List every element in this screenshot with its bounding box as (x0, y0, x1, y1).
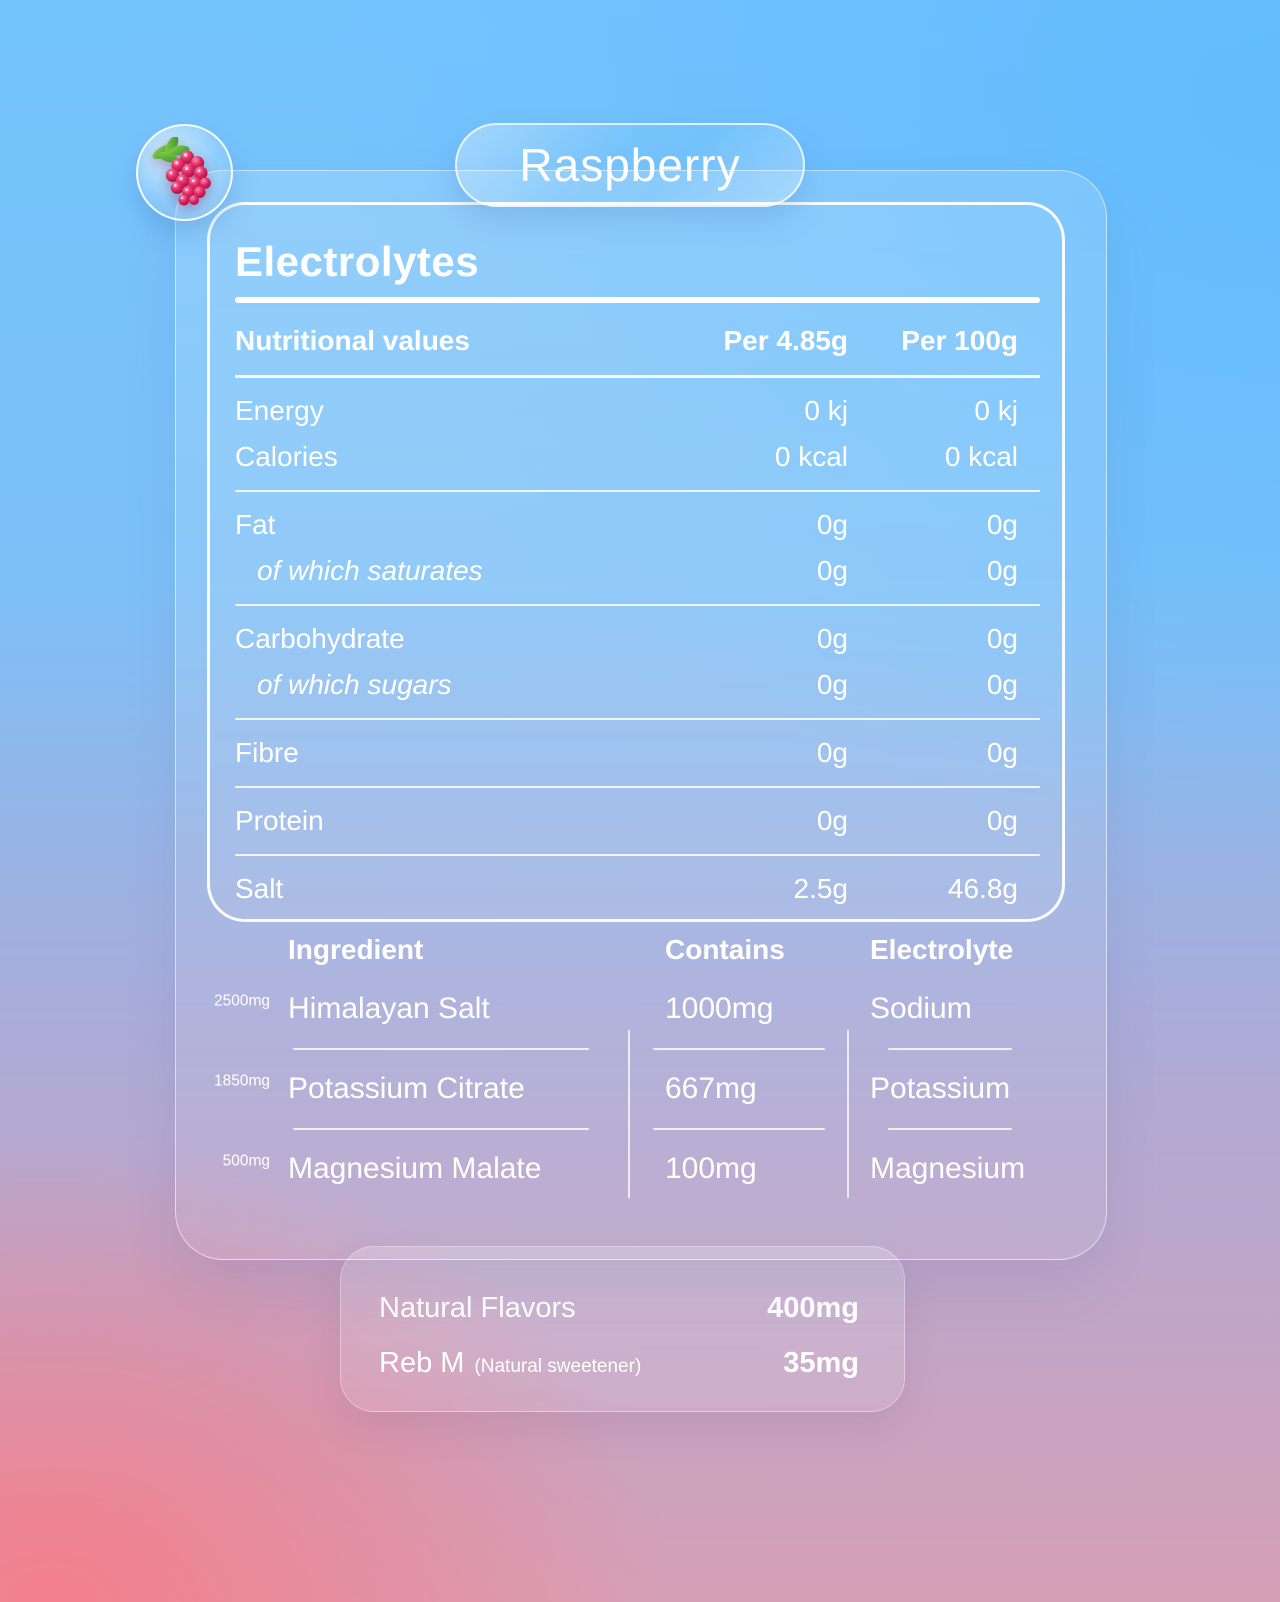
nutrition-group: Energy 0 kj 0 kj Calories 0 kcal 0 kcal (235, 378, 1040, 490)
ingredient-name: Himalayan Salt (288, 992, 490, 1025)
electrolyte-name: Magnesium (870, 1152, 1026, 1185)
ingredient-amount: 2500mg (213, 992, 270, 1010)
ingredient-row: 2500mg Himalayan Salt 1000mg Sodium (175, 970, 1107, 1048)
ingredient-column-header: Ingredient (288, 934, 424, 965)
flavor-title: Raspberry (519, 139, 741, 191)
nutrition-group: Fibre 0g 0g (235, 720, 1040, 786)
nutrition-card: Electrolytes Nutritional values Per 4.85… (207, 202, 1065, 922)
value-per-100g: 0g (986, 805, 1018, 836)
value-per-100g: 46.8g (947, 873, 1018, 904)
value-per-100g: 0g (986, 623, 1018, 654)
value-per-100g: 0g (986, 669, 1018, 700)
ingredient-name: Potassium Citrate (288, 1072, 525, 1105)
value-per-serving: 0 kcal (774, 441, 848, 472)
column-header-per-serving: Per 4.85g (723, 325, 848, 356)
ingredient-name: Magnesium Malate (288, 1152, 542, 1185)
ingredient-row: 1850mg Potassium Citrate 667mg Potassium (175, 1050, 1107, 1128)
nutrition-row: Energy 0 kj 0 kj (235, 388, 1040, 434)
row-label: of which sugars (257, 669, 452, 700)
section-title: Electrolytes (235, 238, 480, 285)
nutrition-group: Salt 2.5g 46.8g (235, 856, 1040, 922)
contains-value: 667mg (665, 1072, 757, 1105)
row-label: Energy (235, 395, 324, 426)
contains-column-header: Contains (665, 934, 785, 965)
value-per-100g: 0 kcal (944, 441, 1018, 472)
extras-label: Reb M (379, 1347, 465, 1379)
row-label: Salt (235, 873, 284, 904)
column-header-label: Nutritional values (235, 325, 470, 356)
ingredients-table: Ingredient Contains Electrolyte 2500mg H… (175, 930, 1107, 1208)
nutrition-row: of which sugars 0g 0g (235, 662, 1040, 708)
value-per-100g: 0 kj (974, 395, 1018, 426)
nutrition-group: Protein 0g 0g (235, 788, 1040, 854)
extras-value: 35mg (783, 1347, 859, 1379)
extras-value: 400mg (767, 1292, 859, 1324)
value-per-serving: 0 kj (804, 395, 848, 426)
nutrition-row: Calories 0 kcal 0 kcal (235, 434, 1040, 480)
flavor-badge (136, 124, 233, 221)
extras-label: Natural Flavors (379, 1292, 576, 1324)
column-header-per-100g: Per 100g (901, 325, 1018, 356)
flavor-pill: Raspberry (455, 123, 805, 207)
ingredient-amount: 500mg (222, 1152, 270, 1170)
nutrition-group: Carbohydrate 0g 0g of which sugars 0g 0g (235, 606, 1040, 718)
nutrition-row: Protein 0g 0g (235, 798, 1040, 844)
extras-note: (Natural sweetener) (474, 1356, 642, 1377)
nutrition-row: Carbohydrate 0g 0g (235, 616, 1040, 662)
value-per-serving: 0g (816, 805, 848, 836)
group-divider (235, 786, 1040, 788)
raspberry-icon (151, 136, 211, 205)
extras-card: Natural Flavors 400mg Reb M (Natural swe… (340, 1246, 905, 1412)
group-divider (235, 490, 1040, 492)
value-per-serving: 0g (816, 623, 848, 654)
value-per-serving: 2.5g (793, 873, 849, 904)
extras-row: Natural Flavors 400mg (379, 1292, 859, 1325)
ingredient-amount: 1850mg (213, 1072, 270, 1090)
nutrition-row: Salt 2.5g 46.8g (235, 866, 1040, 912)
column-divider (628, 1030, 630, 1198)
contains-value: 1000mg (665, 992, 774, 1025)
value-per-100g: 0g (986, 737, 1018, 768)
row-label: Carbohydrate (235, 623, 405, 654)
row-underline (175, 1048, 1107, 1050)
value-per-serving: 0g (816, 555, 848, 586)
value-per-serving: 0g (816, 669, 848, 700)
row-label: Calories (235, 441, 338, 472)
contains-value: 100mg (665, 1152, 757, 1185)
group-divider (235, 854, 1040, 856)
ingredient-row: 500mg Magnesium Malate 100mg Magnesium (175, 1130, 1107, 1208)
value-per-100g: 0g (986, 509, 1018, 540)
row-label: Fibre (235, 737, 299, 768)
group-divider (235, 604, 1040, 606)
title-rule (235, 297, 1040, 303)
row-label: Protein (235, 805, 324, 836)
row-underline (175, 1128, 1107, 1130)
ingredients-header-row: Ingredient Contains Electrolyte (175, 930, 1107, 970)
nutrition-row: of which saturates 0g 0g (235, 548, 1040, 594)
nutrition-group: Fat 0g 0g of which saturates 0g 0g (235, 492, 1040, 604)
column-divider (847, 1030, 849, 1198)
nutrition-header-row: Nutritional values Per 4.85g Per 100g (235, 307, 1040, 375)
value-per-serving: 0g (816, 509, 848, 540)
row-label: of which saturates (257, 555, 483, 586)
header-rule (235, 375, 1040, 378)
electrolyte-name: Sodium (870, 992, 972, 1025)
nutrition-row: Fat 0g 0g (235, 502, 1040, 548)
value-per-serving: 0g (816, 737, 848, 768)
extras-row: Reb M (Natural sweetener) 35mg (379, 1347, 859, 1380)
electrolyte-column-header: Electrolyte (870, 934, 1014, 965)
value-per-100g: 0g (986, 555, 1018, 586)
glass-panel (175, 170, 1107, 1260)
nutrition-row: Fibre 0g 0g (235, 730, 1040, 776)
group-divider (235, 718, 1040, 720)
electrolyte-name: Potassium (870, 1072, 1011, 1105)
row-label: Fat (235, 509, 276, 540)
